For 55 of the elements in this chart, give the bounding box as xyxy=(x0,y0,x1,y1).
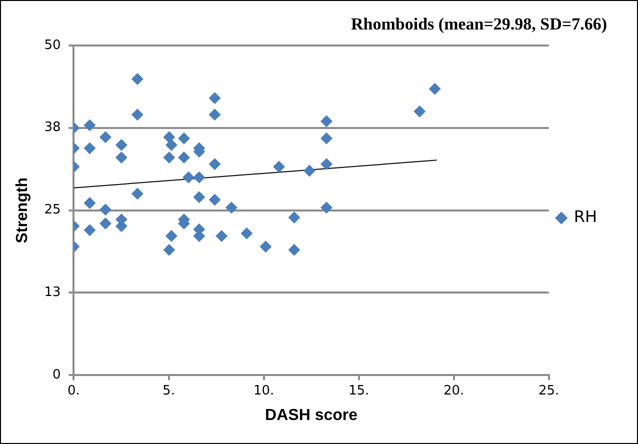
point xyxy=(288,244,300,256)
point xyxy=(165,139,178,151)
y-tick-label: 0 xyxy=(52,368,61,383)
x-tick-label: 25. xyxy=(538,383,560,398)
y-tick-label: 38 xyxy=(44,120,61,136)
point xyxy=(84,197,96,210)
point xyxy=(320,158,332,170)
point xyxy=(216,230,228,242)
point xyxy=(225,202,238,214)
point xyxy=(115,152,128,164)
point xyxy=(165,230,178,242)
point xyxy=(163,131,176,144)
point xyxy=(178,152,190,164)
point xyxy=(131,188,144,200)
point xyxy=(99,131,112,144)
x-axis-title: DASH score xyxy=(265,406,358,424)
point xyxy=(414,105,426,118)
point xyxy=(84,142,96,154)
y-tick-label: 50 xyxy=(44,38,61,53)
point xyxy=(84,119,96,132)
x-tick-label: 15. xyxy=(348,383,370,398)
point xyxy=(131,108,144,121)
y-tick-label: 13 xyxy=(44,285,61,300)
point xyxy=(115,139,128,151)
legend-label: RH xyxy=(574,207,598,226)
y-axis-title: Strength xyxy=(14,177,32,244)
point xyxy=(178,132,190,144)
point xyxy=(99,204,112,216)
x-tick-label: 5. xyxy=(162,383,175,398)
point xyxy=(320,115,332,128)
chart-title: Rhomboids (mean=29.98, SD=7.66) xyxy=(351,14,607,34)
point xyxy=(428,82,441,95)
point xyxy=(208,108,221,121)
point xyxy=(272,160,285,173)
point xyxy=(163,152,176,164)
point xyxy=(260,240,272,253)
x-tick-label: 20. xyxy=(443,383,464,398)
y-tick-label: 25 xyxy=(44,202,61,218)
point xyxy=(193,171,206,184)
x-tick-label: 10. xyxy=(253,383,274,398)
point xyxy=(288,212,300,224)
point xyxy=(208,92,221,104)
x-tick-label: 0. xyxy=(68,383,80,398)
point xyxy=(240,227,253,240)
point xyxy=(303,164,316,177)
point xyxy=(208,158,221,170)
point xyxy=(84,224,96,236)
point xyxy=(182,171,195,184)
point xyxy=(320,202,332,214)
point xyxy=(208,194,221,206)
point xyxy=(131,73,144,86)
point xyxy=(99,217,112,230)
point xyxy=(163,244,176,256)
point xyxy=(320,132,332,144)
point xyxy=(193,191,206,204)
